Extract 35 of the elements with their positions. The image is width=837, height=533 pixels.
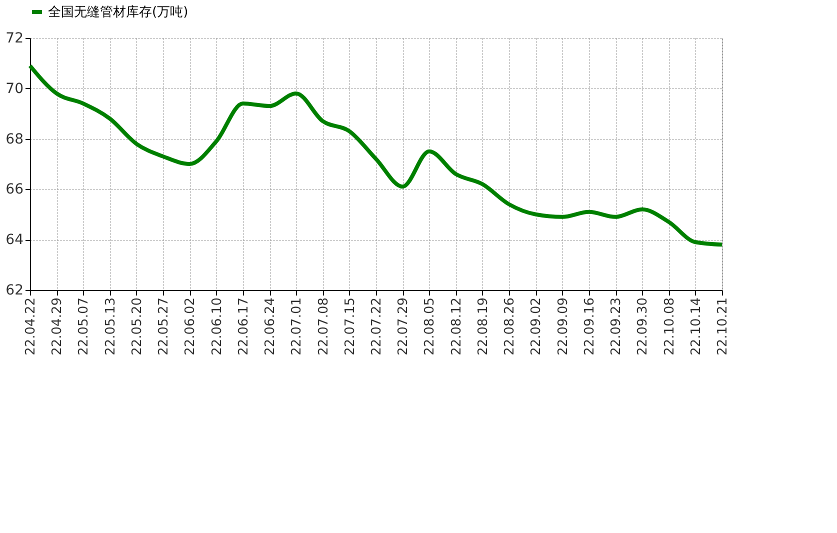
x-tick-label: 22.08.19 [476, 298, 491, 356]
x-tick-label: 22.06.17 [236, 298, 252, 356]
x-tick-label: 22.09.23 [609, 298, 624, 356]
x-tick-label: 22.07.08 [316, 298, 332, 356]
x-tick-label: 22.06.24 [263, 298, 278, 356]
x-tick-label: 22.04.29 [50, 298, 66, 356]
x-tick-label: 22.06.10 [210, 298, 225, 356]
x-tick-label: 22.10.21 [716, 298, 730, 356]
y-tick-label: 68 [6, 131, 24, 148]
x-tick-label: 22.07.15 [342, 298, 358, 356]
x-tick-label: 22.06.02 [183, 298, 198, 356]
x-tick-label: 22.10.08 [662, 298, 678, 356]
y-tick-label: 64 [6, 232, 24, 248]
line-series [28, 64, 724, 247]
legend-label: 全国无缝管材库存(万吨) [48, 5, 188, 20]
x-tick-label: 22.09.02 [529, 298, 544, 356]
x-tick-label: 22.05.13 [103, 298, 118, 356]
x-tick-label: 22.04.22 [24, 298, 38, 356]
y-tick-label: 62 [6, 282, 24, 298]
x-tick-label: 22.05.20 [130, 298, 145, 356]
x-tick-label: 22.09.09 [556, 298, 571, 356]
x-tick-label: 22.09.16 [582, 298, 598, 356]
x-tick-label: 22.07.29 [396, 298, 412, 356]
x-tick-label: 22.10.14 [688, 298, 704, 356]
y-tick-label: 66 [6, 182, 24, 198]
x-tick-label: 22.08.26 [502, 298, 518, 356]
y-tick-label: 70 [6, 80, 24, 97]
x-tick-label: 22.07.01 [290, 298, 305, 356]
x-tick-label: 22.08.05 [422, 298, 438, 356]
x-tick-label: 22.05.07 [76, 298, 92, 356]
y-tick-label: 72 [6, 30, 24, 46]
x-tick-label: 22.07.22 [370, 298, 384, 356]
x-tick-label: 22.08.12 [449, 298, 464, 356]
x-tick-label: 22.05.27 [156, 298, 172, 356]
x-tick-label: 22.09.30 [636, 298, 651, 356]
